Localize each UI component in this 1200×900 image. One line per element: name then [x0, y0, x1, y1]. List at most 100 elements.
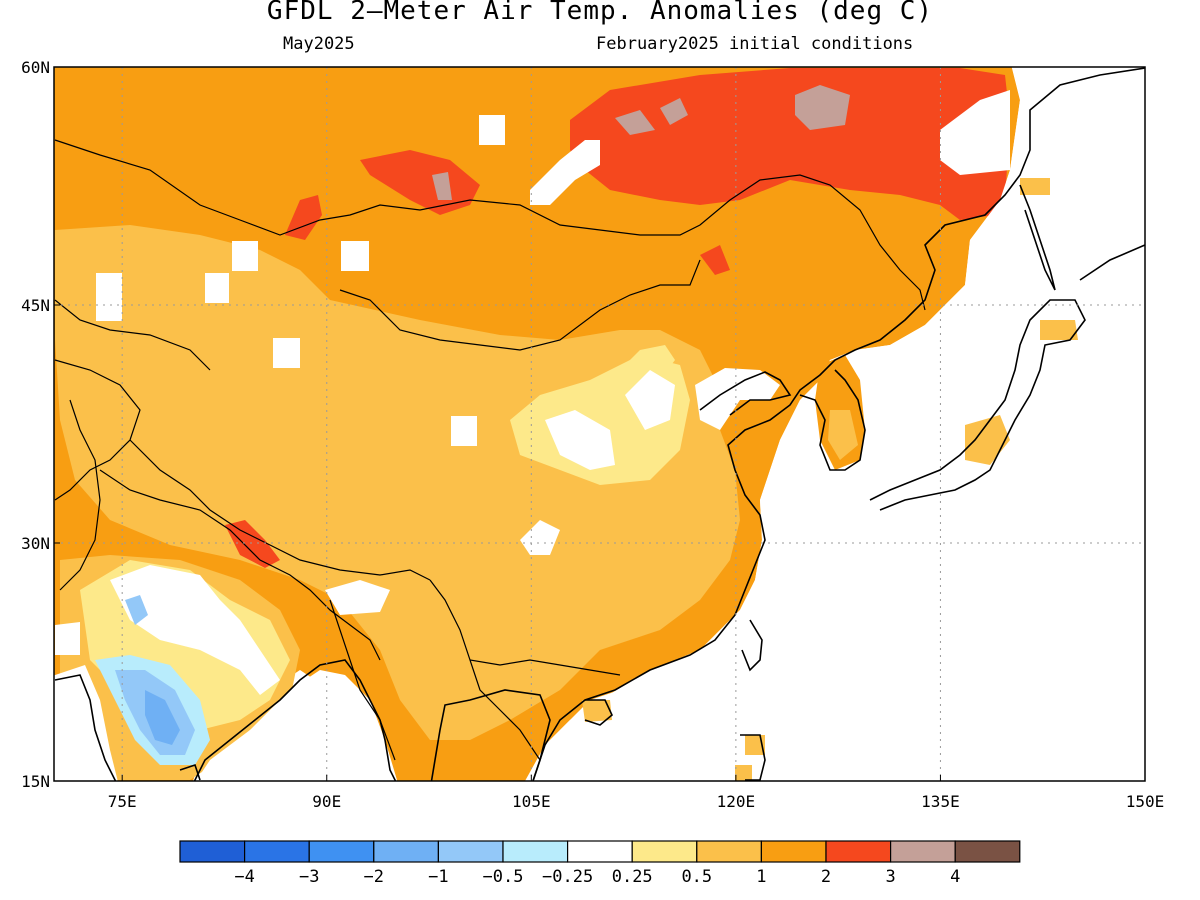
lon-tick-label: 120E	[717, 792, 756, 811]
graticule	[54, 67, 1145, 781]
coastline-korea	[799, 369, 866, 471]
nodata-box-7	[205, 273, 229, 303]
anomaly-3-4-d	[432, 172, 452, 200]
border-mongolia-china	[339, 259, 701, 351]
anomaly-cool-1-small	[125, 595, 148, 625]
land-korea-light	[828, 410, 858, 460]
border-india-north	[99, 469, 381, 661]
anomaly-3-4-c	[660, 98, 688, 125]
country-borders	[54, 139, 926, 761]
border-pakistan	[59, 399, 101, 591]
lon-tick-label: 135E	[921, 792, 960, 811]
land-taiwan	[745, 735, 765, 755]
colorbar-label: 0.25	[612, 867, 653, 887]
nodata-box-5	[232, 241, 258, 271]
coastline-kamchatka-edge	[1079, 244, 1145, 281]
anomaly-2-3-manchuria	[700, 245, 730, 275]
colorbar-swatch	[889, 840, 956, 863]
colorbar-label: −3	[299, 867, 319, 887]
colorbar-label: 4	[950, 867, 960, 887]
colorbar-swatch	[566, 840, 633, 863]
border-russia-china-north	[54, 139, 926, 311]
colorbar-label: 1	[756, 867, 766, 887]
land-hainan	[582, 700, 612, 722]
coastline-taiwan	[741, 619, 763, 672]
coastline-bay-of-bengal	[193, 659, 397, 781]
colorbar-swatch	[373, 840, 439, 863]
anomaly-3-4-b	[615, 110, 655, 135]
colorbar-label: −2	[364, 867, 384, 887]
coastline-east-asia	[532, 67, 1145, 781]
anomaly-near-zero-1	[545, 410, 615, 470]
coastline-bohai	[699, 371, 792, 416]
ocean-bay-of-bengal	[196, 670, 398, 781]
border-himalaya	[129, 439, 431, 581]
border-myanmar	[329, 599, 396, 761]
border-kazakhstan	[54, 299, 211, 371]
colorbar-label: 3	[885, 867, 895, 887]
land-japan-north	[1040, 320, 1078, 340]
anomaly-cool-1	[145, 690, 180, 745]
coastline-ceylon	[179, 763, 201, 781]
lat-tick-label: 45N	[21, 296, 50, 315]
lat-tick-label: 60N	[21, 58, 50, 77]
colorbar-swatch	[244, 840, 310, 863]
colorbar-label: −0.25	[542, 867, 593, 887]
axis-labels: 75E 90E 105E 120E 135E 150E 15N 30N 45N 60N	[21, 58, 1164, 811]
nodata-baikal	[530, 140, 600, 205]
map-plot-area	[54, 67, 1145, 781]
colorbar-swatch	[437, 840, 504, 863]
nodata-west-coast	[55, 622, 80, 655]
colorbar-label: −0.5	[483, 867, 524, 887]
colorbar-label: 2	[821, 867, 831, 887]
colorbar-label: 0.5	[681, 867, 712, 887]
coastline-india-west	[54, 674, 117, 781]
anomaly-0.25-0.5-mongolia	[610, 345, 675, 380]
coastline-sakhalin	[1019, 184, 1056, 291]
colorbar-swatch	[954, 840, 1021, 863]
nodata-okhotsk-coast	[940, 90, 1010, 175]
colorbar-swatch	[631, 840, 698, 863]
nodata-box-4	[341, 241, 369, 271]
land-philippines	[735, 765, 752, 781]
initial-conditions: February2025 initial conditions	[596, 34, 914, 54]
coastline-indochina	[430, 689, 551, 781]
nodata-box-6	[479, 115, 505, 145]
anomaly-2-3-tibet	[225, 520, 280, 568]
nodata-mekong	[325, 580, 390, 615]
colorbar-swatch	[760, 840, 827, 863]
colorbar-swatch	[179, 840, 246, 863]
forecast-month: May2025	[283, 34, 355, 54]
colorbar-label: −4	[234, 867, 254, 887]
nodata-box-1	[96, 273, 122, 321]
colorbar-swatch	[502, 840, 569, 863]
colorbar-swatch	[308, 840, 375, 863]
lon-tick-label: 150E	[1126, 792, 1165, 811]
anomaly-2-3-altai	[285, 195, 322, 240]
coastline-luzon	[740, 734, 766, 781]
anomaly-near-zero-2	[625, 370, 675, 430]
colorbar: −4 −3 −2 −1 −0.5 −0.25 0.25 0.5 1 2 3 4	[179, 840, 1021, 887]
coastline-hainan	[584, 699, 613, 726]
anomaly-3-4-a	[795, 85, 850, 130]
colorbar-swatch	[696, 840, 762, 863]
colorbar-label: −1	[428, 867, 448, 887]
coastlines	[54, 67, 1145, 781]
lat-tick-label: 15N	[21, 772, 50, 791]
lon-tick-label: 75E	[108, 792, 137, 811]
lon-tick-label: 90E	[312, 792, 341, 811]
border-laos-vietnam	[469, 659, 541, 761]
border-south-china	[429, 579, 621, 676]
lon-tick-label: 105E	[512, 792, 551, 811]
land-sakhalin	[1020, 178, 1050, 195]
lat-tick-label: 30N	[21, 534, 50, 553]
nodata-box-3	[451, 416, 477, 446]
nodata-coast-yellow-sea	[695, 368, 780, 430]
anomaly-near-zero-3	[520, 520, 560, 555]
coastline-japan	[869, 299, 1086, 511]
nodata-box-2	[273, 338, 300, 368]
map-title: GFDL 2—Meter Air Temp. Anomalies (deg C)	[266, 0, 934, 26]
anomaly-near-zero-india	[110, 565, 280, 695]
colorbar-swatch	[825, 840, 892, 863]
